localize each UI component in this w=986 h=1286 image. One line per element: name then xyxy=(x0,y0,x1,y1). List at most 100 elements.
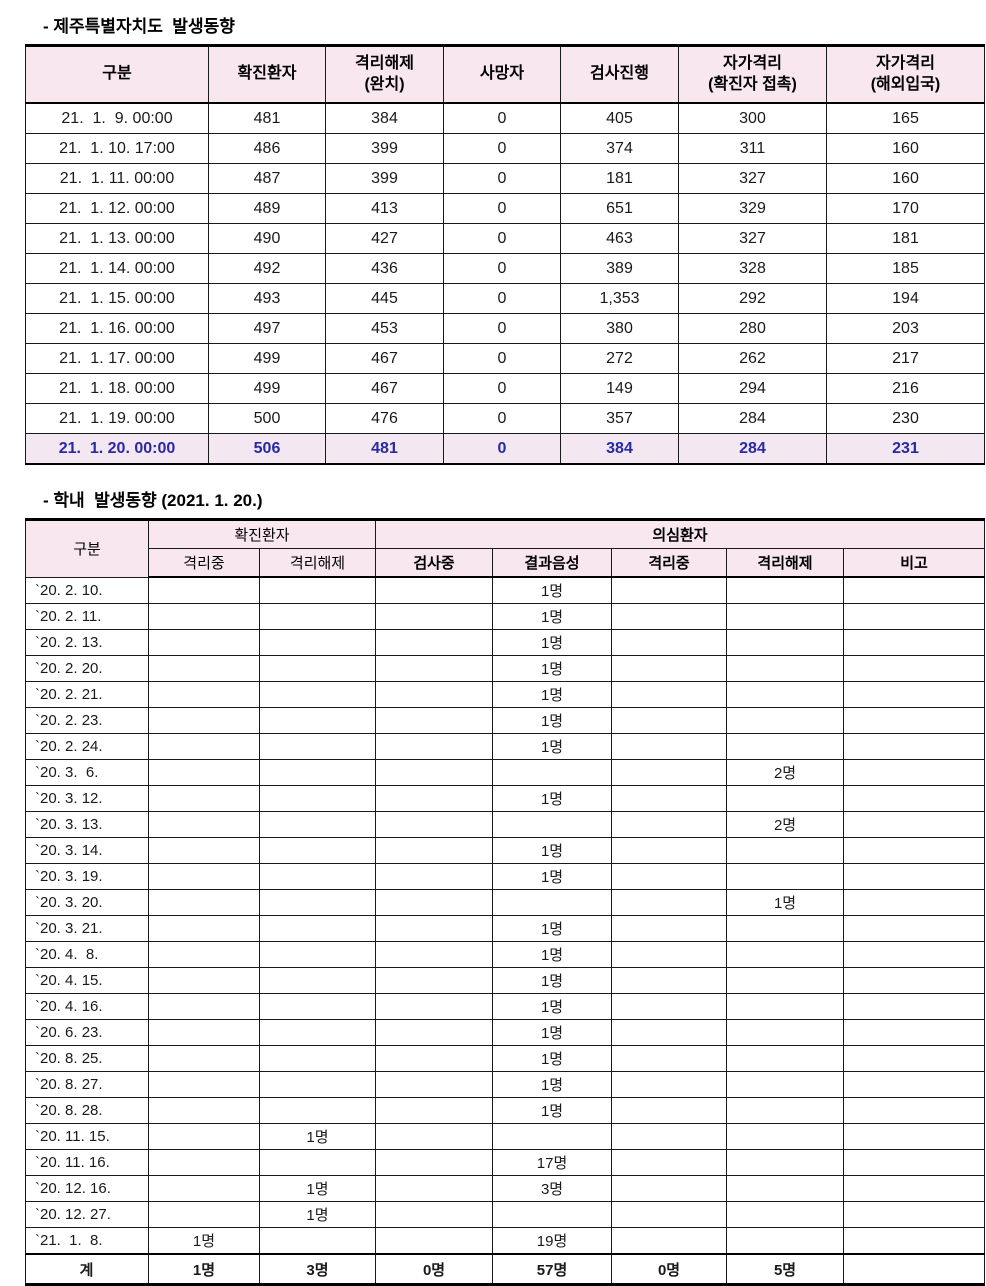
date-cell: 21. 1. 20. 00:00 xyxy=(25,433,209,465)
value-cell: 203 xyxy=(826,313,985,344)
value-cell: 284 xyxy=(678,403,827,434)
value-cell: 399 xyxy=(325,133,444,164)
table1-header-selfquarantine-overseas: 자가격리 (해외입국) xyxy=(826,45,985,104)
count-cell xyxy=(258,915,377,942)
value-cell: 499 xyxy=(208,343,326,374)
count-cell xyxy=(148,655,260,682)
date-cell: `20. 3. 19. xyxy=(25,863,149,890)
date-cell: 21. 1. 11. 00:00 xyxy=(25,163,209,194)
count-cell xyxy=(375,941,494,968)
count-cell xyxy=(843,1071,986,1098)
count-cell xyxy=(611,655,728,682)
table2-header-remarks: 비고 xyxy=(843,548,986,578)
table2-row: `20. 8. 27. 1명 xyxy=(25,1071,986,1098)
value-cell: 467 xyxy=(325,373,444,404)
date-cell: `20. 12. 27. xyxy=(25,1201,149,1228)
table2-header-suspected-released: 격리해제 xyxy=(726,548,845,578)
count-cell xyxy=(611,863,728,890)
total-label-cell: 계 xyxy=(25,1253,149,1285)
table2-header-suspected-inquarantine: 격리중 xyxy=(611,548,728,578)
value-cell: 292 xyxy=(678,283,827,314)
count-cell xyxy=(492,759,613,786)
value-cell: 327 xyxy=(678,223,827,254)
value-cell: 0 xyxy=(443,403,561,434)
count-cell xyxy=(726,993,845,1020)
count-cell xyxy=(375,837,494,864)
value-cell: 160 xyxy=(826,163,985,194)
count-cell xyxy=(843,576,986,604)
count-cell xyxy=(726,915,845,942)
count-cell: 1명 xyxy=(492,993,613,1020)
count-cell xyxy=(843,733,986,760)
count-cell xyxy=(375,1019,494,1046)
count-cell xyxy=(611,889,728,916)
count-cell xyxy=(611,733,728,760)
value-cell: 231 xyxy=(826,433,985,465)
date-cell: `20. 11. 16. xyxy=(25,1149,149,1176)
table2-row: `20. 11. 15. 1명 xyxy=(25,1123,986,1150)
count-cell xyxy=(843,707,986,734)
value-cell: 0 xyxy=(443,163,561,194)
count-cell xyxy=(375,1175,494,1202)
count-cell xyxy=(148,629,260,656)
count-cell xyxy=(148,733,260,760)
table1-row: 21. 1. 18. 00:00 499 467 0 149 294 216 xyxy=(25,373,985,404)
value-cell: 0 xyxy=(443,223,561,254)
count-cell xyxy=(611,576,728,604)
date-cell: `21. 1. 8. xyxy=(25,1227,149,1255)
table2-row: `21. 1. 8. 1명 19명 xyxy=(25,1227,986,1255)
count-cell xyxy=(843,681,986,708)
count-cell xyxy=(258,759,377,786)
count-cell: 1명 xyxy=(492,915,613,942)
count-cell xyxy=(375,603,494,630)
count-cell xyxy=(258,1149,377,1176)
count-cell xyxy=(726,1123,845,1150)
count-cell xyxy=(258,941,377,968)
date-cell: `20. 11. 15. xyxy=(25,1123,149,1150)
value-cell: 280 xyxy=(678,313,827,344)
count-cell: 1명 xyxy=(492,629,613,656)
count-cell xyxy=(258,837,377,864)
table2-row: `20. 12. 16. 1명 3명 xyxy=(25,1175,986,1202)
count-cell xyxy=(843,941,986,968)
table1-header-category: 구분 xyxy=(25,45,209,104)
count-cell xyxy=(258,1045,377,1072)
count-cell xyxy=(726,576,845,604)
count-cell xyxy=(258,707,377,734)
count-cell xyxy=(258,1097,377,1124)
table1-title: - 제주특별자치도 발생동향 xyxy=(43,17,235,36)
count-cell xyxy=(375,1045,494,1072)
count-cell xyxy=(148,1097,260,1124)
table1-row: 21. 1. 14. 00:00 492 436 0 389 328 185 xyxy=(25,253,985,284)
count-cell xyxy=(611,759,728,786)
count-cell xyxy=(843,967,986,994)
date-cell: `20. 2. 10. xyxy=(25,576,149,604)
count-cell xyxy=(726,1045,845,1072)
date-cell: `20. 3. 12. xyxy=(25,785,149,812)
count-cell xyxy=(375,1149,494,1176)
value-cell: 490 xyxy=(208,223,326,254)
value-cell: 185 xyxy=(826,253,985,284)
count-cell: 2명 xyxy=(726,759,845,786)
campus-trend-table: 구분 확진환자 의심환자 격리중 격리해제 검사중 결과음성 격리중 격리해제 … xyxy=(25,518,986,1286)
value-cell: 284 xyxy=(678,433,827,465)
count-cell xyxy=(148,1123,260,1150)
count-cell xyxy=(843,811,986,838)
value-cell: 1,353 xyxy=(560,283,679,314)
date-cell: `20. 4. 8. xyxy=(25,941,149,968)
count-cell xyxy=(148,889,260,916)
value-cell: 486 xyxy=(208,133,326,164)
count-cell xyxy=(148,1019,260,1046)
table1-row: 21. 1. 15. 00:00 493 445 0 1,353 292 194 xyxy=(25,283,985,314)
table2-row: `20. 12. 27. 1명 xyxy=(25,1201,986,1228)
date-cell: `20. 4. 16. xyxy=(25,993,149,1020)
count-cell xyxy=(148,576,260,604)
count-cell xyxy=(258,967,377,994)
table2-header-confirmed-released: 격리해제 xyxy=(258,548,377,578)
total-count-cell: 0명 xyxy=(375,1253,494,1285)
value-cell: 194 xyxy=(826,283,985,314)
count-cell xyxy=(492,811,613,838)
count-cell xyxy=(258,655,377,682)
count-cell xyxy=(148,1045,260,1072)
